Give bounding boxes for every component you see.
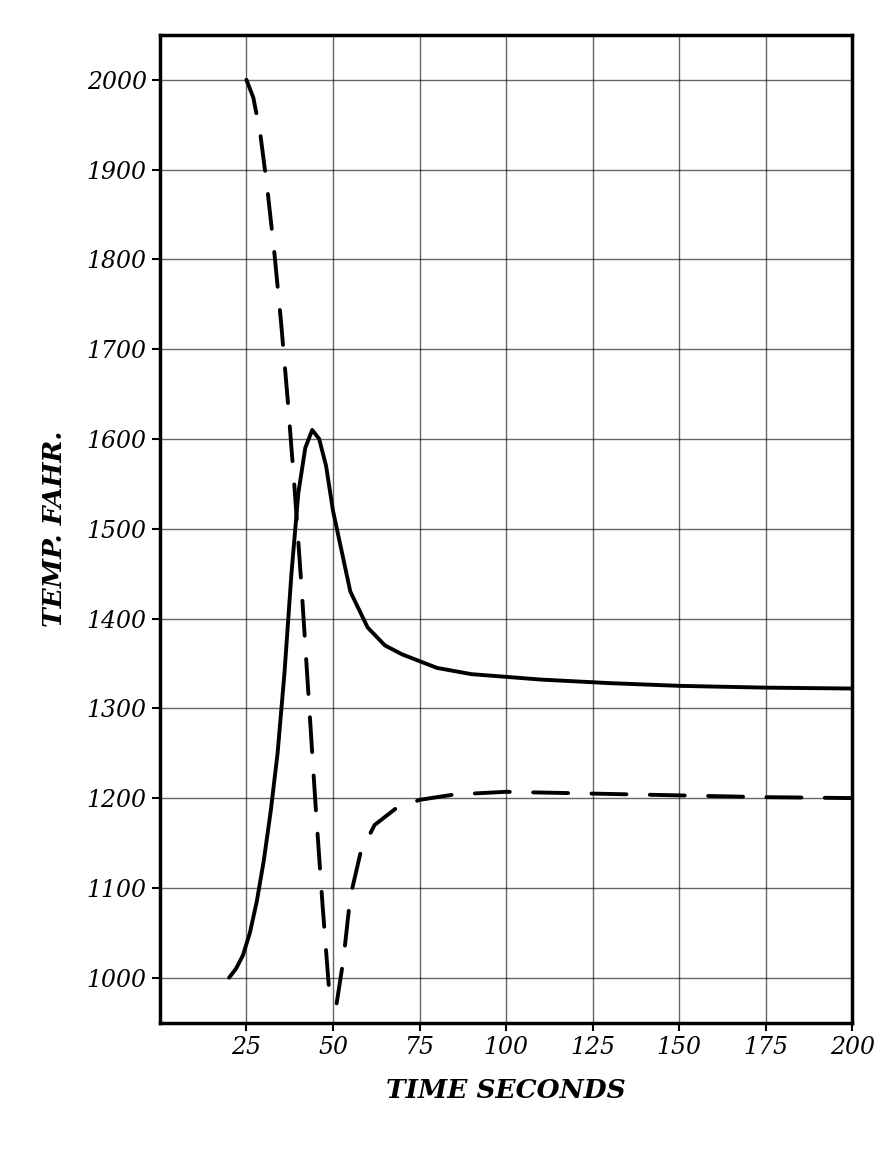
X-axis label: TIME SECONDS: TIME SECONDS xyxy=(386,1078,626,1103)
Y-axis label: TEMP. FAHR.: TEMP. FAHR. xyxy=(43,431,67,626)
